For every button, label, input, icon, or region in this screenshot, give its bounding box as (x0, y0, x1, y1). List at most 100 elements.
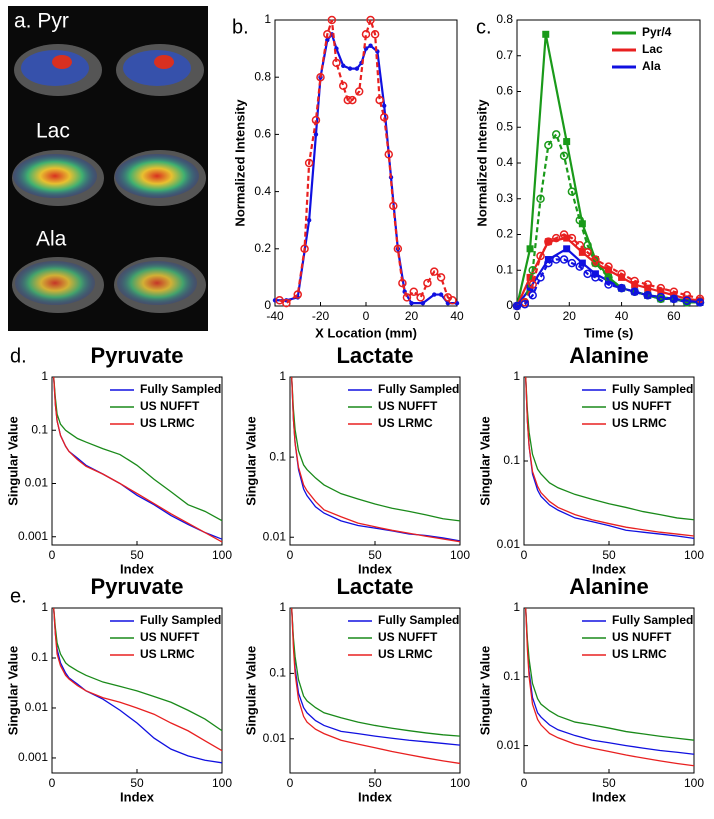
heatmap (115, 154, 199, 198)
x-axis-label: Index (592, 789, 627, 804)
heatmap (117, 261, 197, 305)
x-axis-label: Time (s) (584, 325, 634, 340)
marker (670, 295, 678, 303)
x-tick-label: 100 (212, 776, 232, 790)
series-line (525, 607, 695, 755)
marker (575, 215, 584, 225)
series-line (53, 607, 223, 752)
y-tick-label: 0.4 (254, 184, 271, 198)
marker (402, 293, 412, 302)
chart-title: Alanine (569, 574, 648, 599)
y-tick-label: 1 (513, 369, 520, 383)
x-tick-label: 20 (405, 309, 419, 323)
chart-title: Lactate (336, 574, 413, 599)
y-tick-label: 0.001 (18, 750, 48, 764)
chart: Alanine Index Singular Value 0 50 100 0.01 0.1 1… (477, 574, 704, 805)
y-tick-label: 1 (279, 369, 286, 383)
y-tick-label: 0.4 (496, 155, 513, 169)
marker (448, 296, 457, 305)
marker (575, 240, 584, 250)
image-label: a. Pyr (14, 10, 69, 33)
x-axis-label: Index (358, 561, 393, 576)
marker (578, 248, 586, 256)
marker (430, 267, 439, 276)
legend-label: US LRMC (378, 647, 433, 661)
x-tick-label: 0 (287, 548, 294, 562)
marker (551, 130, 561, 139)
series-line (291, 607, 461, 765)
y-tick-label: 0.01 (497, 738, 521, 752)
y-tick-label: 0.01 (497, 537, 521, 551)
series-line (516, 132, 700, 308)
heatmap (123, 50, 191, 86)
legend-label: Fully Sampled (140, 613, 221, 627)
marker (275, 296, 284, 305)
x-tick-label: 50 (602, 776, 616, 790)
marker (348, 95, 357, 105)
marker (420, 300, 426, 306)
y-tick-label: 0.1 (31, 650, 48, 664)
marker (384, 150, 393, 159)
marker (630, 287, 639, 296)
x-tick-label: 0 (287, 776, 294, 790)
series-line (525, 376, 695, 521)
marker (347, 66, 353, 71)
y-tick-label: 0.5 (496, 119, 513, 133)
y-tick-label: 1 (41, 600, 48, 614)
plot-frame (523, 607, 695, 774)
x-tick-label: 0 (49, 776, 56, 790)
marker (361, 30, 371, 39)
marker (382, 103, 387, 109)
y-axis-label: Singular Value (243, 646, 258, 736)
image-row (12, 150, 206, 206)
y-tick-label: 0.01 (263, 529, 287, 543)
marker (436, 273, 446, 282)
legend-label: US NUFFT (140, 630, 200, 644)
y-tick-label: 1 (41, 369, 48, 383)
marker (575, 262, 584, 271)
x-axis-label: Index (358, 789, 393, 804)
x-axis-label: Index (592, 561, 627, 576)
heatmap (13, 154, 97, 198)
marker (536, 194, 545, 203)
marker (368, 43, 373, 48)
legend-label: US LRMC (140, 416, 195, 430)
series-line (291, 607, 461, 746)
marker (682, 296, 692, 305)
chart: b. X Location (mm) Normalized Intensity -40… (232, 12, 464, 340)
marker (416, 293, 425, 302)
marker (578, 259, 586, 267)
x-tick-label: 100 (684, 776, 704, 790)
marker (578, 220, 586, 228)
marker (631, 288, 639, 296)
marker (528, 280, 537, 289)
chart-title: Alanine (569, 343, 648, 368)
x-tick-label: 0 (514, 309, 521, 323)
x-tick-label: 50 (602, 548, 616, 562)
y-tick-label: 0.8 (254, 69, 271, 83)
marker (617, 269, 626, 279)
marker (370, 30, 380, 39)
marker (583, 248, 592, 257)
marker (536, 273, 545, 282)
panel-label: b. (232, 16, 249, 38)
y-tick-label: 0.01 (263, 731, 287, 745)
x-tick-label: 0 (49, 548, 56, 562)
chart: d. Pyruvate Index Singular Value 0 50 100 0.001… (5, 343, 232, 577)
marker (293, 290, 302, 299)
y-tick-label: 0.1 (269, 666, 286, 680)
marker (528, 291, 537, 300)
marker (520, 299, 530, 309)
marker (393, 244, 403, 254)
marker (695, 298, 705, 307)
marker (375, 95, 384, 105)
legend-label: Lac (642, 42, 663, 56)
marker (682, 291, 692, 300)
chart-title: Lactate (336, 343, 413, 368)
chart: Alanine Index Singular Value 0 50 100 0.01 0.1 1… (477, 343, 704, 577)
y-tick-label: 0.01 (25, 700, 49, 714)
marker (563, 138, 571, 146)
y-axis-label: Singular Value (243, 416, 258, 506)
x-tick-label: 20 (563, 309, 577, 323)
marker (512, 301, 522, 311)
